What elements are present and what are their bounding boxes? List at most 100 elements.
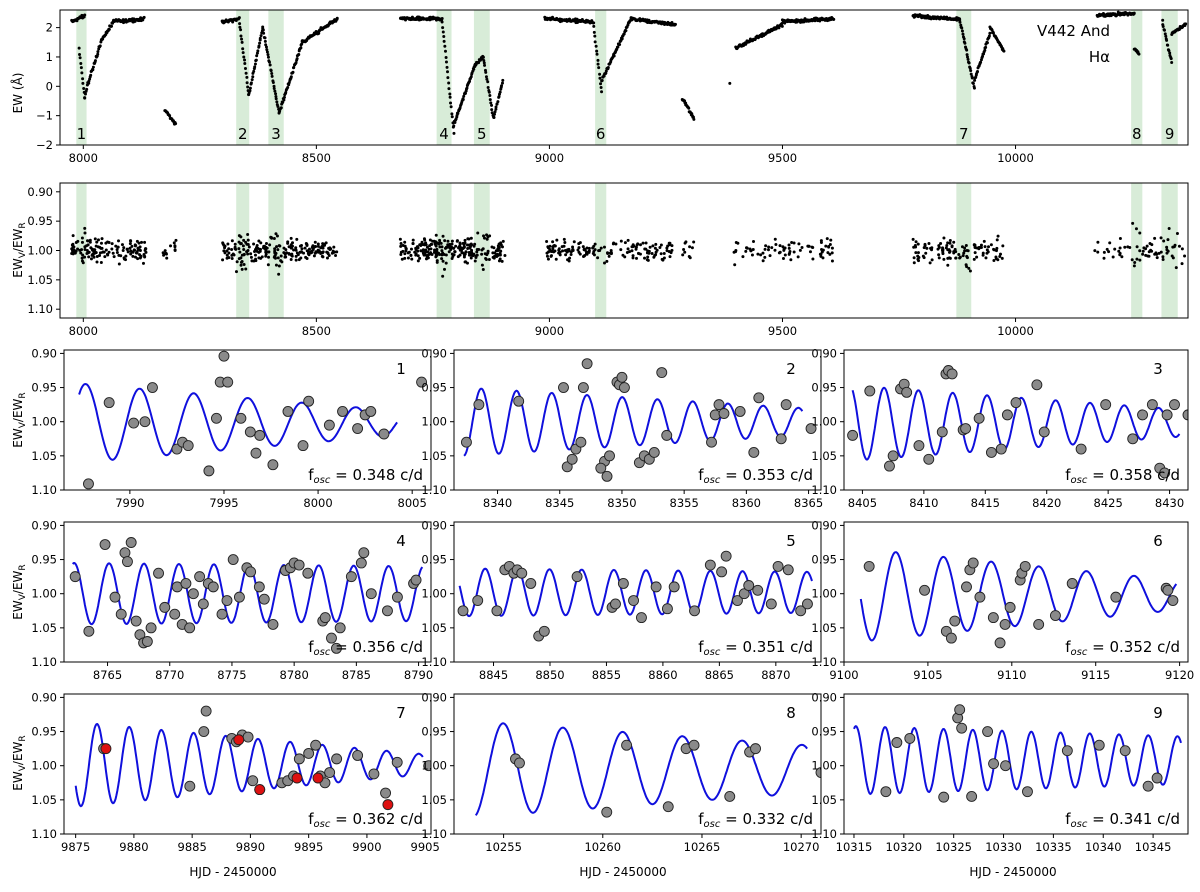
ratio-point [1166, 249, 1170, 253]
ratio-point [485, 237, 489, 241]
ratio-point [272, 236, 276, 240]
ratio-point [631, 256, 635, 260]
ratio-point [942, 257, 946, 261]
ratio-point [138, 249, 142, 253]
ratio-point [227, 251, 231, 255]
data-point [130, 615, 142, 627]
ratio-point [432, 250, 436, 254]
ratio-point [999, 252, 1003, 256]
ratio-point [1134, 227, 1138, 231]
ratio-point [1174, 266, 1178, 270]
data-point [293, 559, 305, 571]
ratio-point [306, 252, 310, 256]
ew-point [83, 96, 87, 100]
ew-point [501, 78, 505, 82]
ratio-point [1138, 231, 1142, 235]
data-point [303, 747, 315, 759]
ew-ylabel: EW (Å) [10, 73, 25, 114]
ratio-point [116, 245, 120, 249]
ew-point [282, 95, 286, 99]
ratio-point [409, 253, 413, 257]
ratio-point [496, 253, 500, 257]
ew-point [1166, 43, 1170, 47]
ratio-point [121, 249, 125, 253]
ratio-point [583, 253, 587, 257]
ratio-point [264, 252, 268, 256]
ratio-point [289, 246, 293, 250]
data-point [724, 790, 736, 802]
data-point [267, 459, 279, 471]
data-point [187, 588, 199, 600]
ew-overview-panel: V442 And Hα EW (Å) 8000 8500 9000 9500 10000… [10, 9, 1189, 165]
data-point [706, 436, 717, 448]
data-point [258, 593, 270, 605]
ratio-point [1142, 246, 1146, 250]
ratio-point [246, 238, 250, 242]
ew-point [446, 76, 450, 80]
data-point [752, 584, 764, 596]
ratio-point [442, 252, 446, 256]
ew-point [444, 60, 448, 64]
plot-area [460, 358, 817, 482]
data-point [974, 591, 986, 603]
ratio-point [237, 247, 241, 251]
y-tick-label: 1.05 [421, 449, 447, 463]
ratio-point [650, 252, 654, 256]
ew-point [462, 94, 466, 98]
ratio-point [307, 247, 311, 251]
ew-point [449, 101, 453, 105]
ew-point [469, 75, 473, 79]
data-point [99, 539, 111, 550]
ew-point [441, 30, 445, 34]
data-point [1110, 591, 1122, 603]
data-point [985, 446, 997, 458]
ew-point [245, 81, 249, 85]
ratio-point [321, 255, 325, 259]
ratio-point [164, 251, 168, 255]
ew-point [620, 37, 624, 41]
ew-point [483, 63, 487, 67]
activity-band [436, 10, 452, 145]
x-tick-label: 8865 [705, 668, 734, 682]
x-tick-label: 9120 [1165, 668, 1194, 682]
ratio-point [443, 239, 447, 243]
ratio-point [268, 243, 272, 247]
ratio-point [423, 253, 427, 257]
band-number-label: 9 [1165, 125, 1175, 143]
fit-curve [853, 725, 1182, 796]
x-tick-label: 8500 [302, 151, 331, 165]
ratio-point [572, 240, 576, 244]
panel-number-label: 6 [1153, 532, 1163, 550]
data-point [782, 564, 794, 576]
ratio-point [424, 243, 428, 247]
ratio-point [299, 243, 303, 247]
ratio-point [71, 234, 75, 238]
ratio-point [173, 245, 177, 249]
ratio-point [1138, 258, 1142, 262]
ratio-point [289, 236, 293, 240]
ew-point [255, 51, 259, 55]
data-point [145, 622, 157, 634]
ratio-point [545, 254, 549, 258]
ratio-point [71, 250, 75, 254]
data-point [282, 406, 294, 417]
ratio-point [782, 247, 786, 251]
data-point [995, 443, 1007, 455]
ratio-point [916, 254, 920, 258]
data-point [1161, 409, 1173, 421]
data-point [923, 453, 935, 465]
data-point [221, 595, 233, 606]
ew-point [264, 45, 268, 49]
ratio-point [486, 249, 490, 253]
ratio-point [563, 240, 567, 244]
data-point [571, 571, 583, 583]
ew-point [174, 122, 178, 126]
ew-point [295, 57, 299, 61]
data-point [581, 358, 593, 370]
ratio-point [305, 249, 309, 253]
ew-point [691, 115, 695, 119]
ew-point [248, 86, 252, 90]
ratio-point [558, 250, 562, 254]
y-tick-label: 0.95 [421, 725, 447, 739]
ratio-point [500, 245, 504, 249]
